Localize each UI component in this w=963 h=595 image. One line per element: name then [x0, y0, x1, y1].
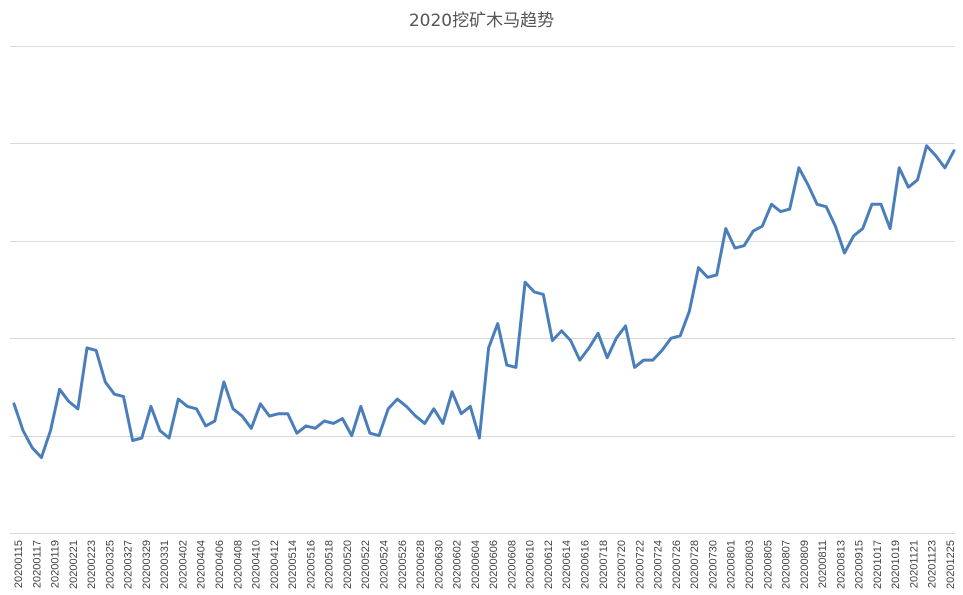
x-tick-label: 20200616 [580, 540, 592, 589]
x-tick-label: 20200807 [781, 540, 793, 589]
x-tick-label: 20200117 [31, 540, 43, 588]
x-tick-label: 20200614 [561, 540, 573, 589]
x-tick-label: 20200221 [68, 540, 80, 589]
x-tick-label: 20200803 [744, 540, 756, 589]
x-tick-label: 20201017 [872, 540, 884, 589]
x-tick-label: 20200526 [397, 540, 409, 589]
x-tick-label: 20200412 [269, 540, 281, 589]
x-tick-label: 20200730 [707, 540, 719, 589]
x-tick-label: 20200718 [598, 540, 610, 589]
x-tick-label: 20200602 [452, 540, 464, 589]
x-tick-label: 20200518 [324, 540, 336, 589]
x-tick-label: 20200119 [50, 540, 62, 588]
series-line [12, 144, 956, 459]
x-tick-label: 20200809 [799, 540, 811, 589]
x-tick-label: 20200628 [415, 540, 427, 589]
x-tick-label: 20200524 [379, 540, 391, 589]
x-tick-label: 20200726 [671, 540, 683, 589]
x-tick-label: 20201123 [927, 540, 939, 588]
x-tick-label: 20200728 [689, 540, 701, 589]
x-tick-label: 20200610 [525, 540, 537, 589]
x-axis-tick-labels: 20200115 20200117 20200119 20200221 20200223… [13, 540, 957, 589]
x-tick-label: 20200724 [653, 540, 665, 589]
x-tick-label: 20200514 [287, 540, 299, 589]
x-tick-label: 20200606 [488, 540, 500, 589]
x-tick-label: 20200522 [360, 540, 372, 589]
x-tick-label: 20200115 [13, 540, 25, 588]
x-tick-label: 20200406 [214, 540, 226, 589]
gridlines [10, 46, 955, 534]
x-tick-label: 20200608 [506, 540, 518, 589]
x-tick-label: 20200720 [616, 540, 628, 589]
x-tick-label: 20200404 [196, 540, 208, 589]
x-tick-label: 20201225 [945, 540, 957, 589]
x-tick-label: 20200516 [305, 540, 317, 589]
x-tick-label: 20200327 [123, 540, 135, 589]
chart-title: 2020挖矿木马趋势 [408, 11, 555, 31]
x-tick-label: 20201019 [890, 540, 902, 589]
x-tick-label: 20201121 [909, 540, 921, 588]
x-tick-label: 20200223 [86, 540, 98, 589]
x-tick-label: 20200331 [159, 540, 171, 589]
x-tick-label: 20200325 [104, 540, 116, 589]
x-tick-label: 20200805 [762, 540, 774, 589]
x-tick-label: 20200329 [141, 540, 153, 589]
x-tick-label: 20200612 [543, 540, 555, 589]
x-tick-label: 20200801 [726, 540, 738, 589]
x-tick-label: 20200915 [854, 540, 866, 589]
x-tick-label: 20200410 [251, 540, 263, 589]
x-tick-label: 20200402 [178, 540, 190, 589]
x-tick-label: 20200408 [232, 540, 244, 589]
x-tick-label: 20200813 [835, 540, 847, 589]
x-tick-label: 20200722 [634, 540, 646, 589]
x-tick-label: 20200604 [470, 540, 482, 589]
x-tick-label: 20200630 [433, 540, 445, 589]
x-tick-label: 20200520 [342, 540, 354, 589]
x-tick-label: 20200811 [817, 540, 829, 588]
